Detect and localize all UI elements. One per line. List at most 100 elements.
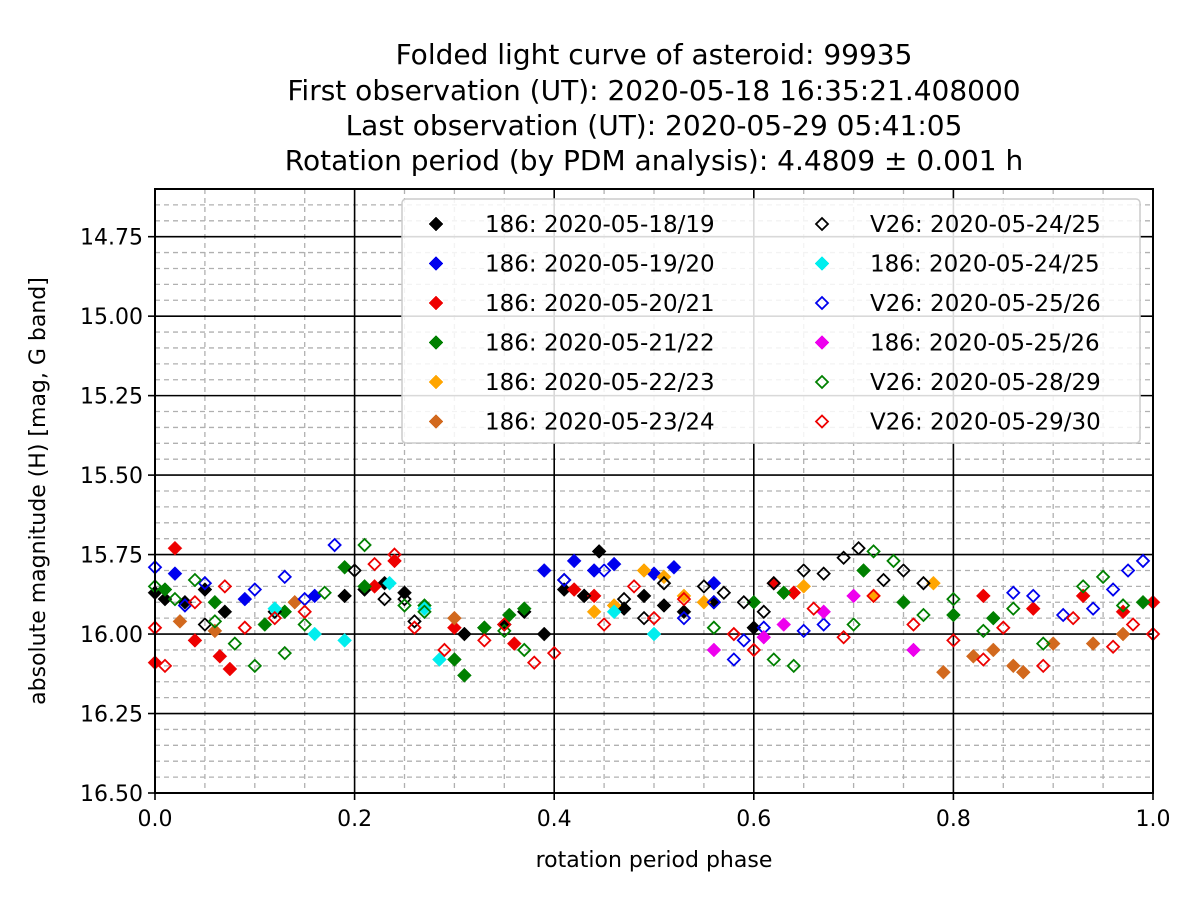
data-point bbox=[756, 604, 772, 620]
data-point bbox=[506, 636, 522, 651]
data-point bbox=[417, 601, 432, 616]
data-point bbox=[501, 607, 517, 623]
data-point bbox=[172, 613, 188, 629]
data-point bbox=[676, 610, 692, 626]
data-point bbox=[257, 617, 273, 632]
data-point bbox=[317, 585, 332, 600]
legend: 186: 2020-05-18/19 186: 2020-05-19/20 186:… bbox=[401, 198, 1141, 444]
legend-item: 186: 2020-05-22/23 bbox=[428, 370, 715, 396]
data-point bbox=[477, 633, 492, 648]
data-point bbox=[866, 544, 881, 559]
data-point bbox=[726, 626, 742, 642]
data-point bbox=[367, 556, 382, 572]
data-point bbox=[706, 620, 722, 635]
data-point bbox=[586, 604, 602, 620]
legend-marker bbox=[428, 335, 444, 350]
x-tick-label: 0.8 bbox=[936, 807, 971, 832]
data-point bbox=[267, 610, 283, 626]
data-point bbox=[407, 620, 422, 635]
data-point bbox=[786, 658, 801, 674]
data-point bbox=[1120, 563, 1136, 578]
data-point bbox=[167, 566, 183, 582]
legend-item: 186: 2020-05-18/19 bbox=[428, 212, 715, 238]
data-point bbox=[337, 633, 352, 648]
y-tick-label: 14.75 bbox=[80, 226, 143, 251]
data-point bbox=[476, 620, 492, 636]
data-point bbox=[796, 623, 811, 639]
data-point bbox=[187, 594, 203, 610]
data-point bbox=[626, 579, 642, 594]
legend-marker bbox=[814, 335, 830, 350]
data-point bbox=[756, 629, 772, 645]
x-tick-label: 1.0 bbox=[1136, 807, 1171, 832]
data-point bbox=[776, 617, 792, 632]
legend-marker bbox=[428, 256, 444, 271]
series-4 bbox=[586, 563, 941, 620]
data-point bbox=[736, 633, 752, 648]
data-point bbox=[596, 563, 612, 578]
data-point bbox=[516, 601, 532, 616]
data-point bbox=[187, 572, 203, 588]
data-point bbox=[497, 617, 512, 632]
data-point bbox=[736, 594, 752, 610]
data-point bbox=[786, 585, 802, 601]
data-point bbox=[706, 642, 722, 658]
legend-marker bbox=[814, 216, 830, 232]
data-point bbox=[896, 563, 911, 578]
legend-label: V26: 2020-05-25/26 bbox=[870, 291, 1101, 317]
data-point bbox=[746, 642, 762, 658]
y-tick-label: 15.00 bbox=[80, 305, 143, 330]
data-point bbox=[307, 626, 323, 642]
data-point bbox=[457, 668, 472, 683]
data-point bbox=[1025, 601, 1041, 616]
data-point bbox=[746, 620, 762, 636]
data-point bbox=[946, 591, 961, 607]
data-point bbox=[946, 607, 961, 623]
legend-item: 186: 2020-05-24/25 bbox=[814, 252, 1100, 278]
data-point bbox=[297, 604, 312, 620]
series-7 bbox=[267, 575, 662, 667]
data-point bbox=[1135, 553, 1151, 569]
data-point bbox=[447, 620, 462, 636]
data-point bbox=[975, 588, 991, 604]
data-point bbox=[327, 537, 342, 553]
data-point bbox=[796, 563, 811, 578]
legend-box bbox=[401, 198, 1141, 444]
legend-marker bbox=[428, 295, 444, 311]
data-point bbox=[437, 642, 452, 658]
data-point bbox=[676, 591, 692, 607]
x-tick-label: 0.2 bbox=[337, 807, 372, 832]
data-point bbox=[556, 582, 572, 597]
x-tick-label: 0.4 bbox=[537, 807, 572, 832]
y-tick-label: 16.00 bbox=[80, 623, 143, 648]
series-3 bbox=[157, 559, 1151, 683]
data-point bbox=[1015, 664, 1031, 680]
legend-item: 186: 2020-05-23/24 bbox=[428, 410, 715, 436]
legend-marker bbox=[814, 256, 830, 271]
data-point bbox=[1075, 579, 1091, 594]
data-point bbox=[1065, 610, 1081, 626]
data-point bbox=[1085, 636, 1101, 651]
data-point bbox=[1005, 658, 1021, 674]
data-point bbox=[656, 575, 672, 591]
data-point bbox=[447, 652, 462, 667]
data-point bbox=[866, 588, 881, 604]
data-point bbox=[916, 607, 931, 623]
data-point bbox=[497, 623, 512, 639]
data-point bbox=[851, 540, 866, 556]
data-point bbox=[357, 579, 372, 594]
plot-frame bbox=[154, 188, 1154, 794]
data-point bbox=[896, 594, 911, 610]
data-point bbox=[457, 626, 472, 642]
x-axis-label: rotation period phase bbox=[536, 848, 773, 873]
data-point bbox=[586, 563, 602, 578]
data-point bbox=[916, 575, 931, 591]
data-point bbox=[536, 563, 552, 578]
data-point bbox=[222, 661, 238, 677]
data-point bbox=[357, 537, 372, 553]
data-point bbox=[447, 610, 462, 626]
title-line-2: First observation (UT): 2020-05-18 16:35… bbox=[287, 74, 1020, 107]
data-point bbox=[277, 645, 293, 661]
data-point bbox=[207, 623, 223, 639]
